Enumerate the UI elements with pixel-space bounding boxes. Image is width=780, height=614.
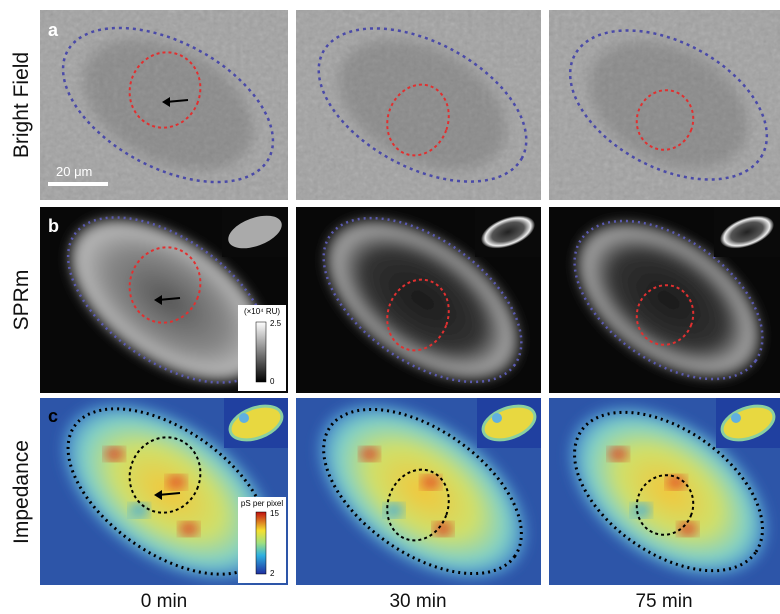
- image-panel: [546, 189, 780, 411]
- panel-letter: c: [48, 406, 58, 426]
- row-label: Impedance: [10, 440, 33, 544]
- shape: [179, 522, 199, 536]
- shape: [731, 413, 741, 423]
- column-label: 0 min: [141, 591, 187, 612]
- image-panel: [538, 372, 780, 611]
- figure: Bright Field SPRm Impedance a b c 20 μm (×10⁴ …: [0, 0, 780, 614]
- image-panel: [294, 0, 552, 213]
- shape: [421, 475, 441, 489]
- image-panel: [295, 185, 550, 415]
- colorbar-unit: pS per pixel: [241, 499, 283, 508]
- shape: [104, 447, 124, 461]
- shape: [608, 447, 628, 461]
- scale-bar-label: 20 μm: [56, 164, 92, 179]
- image-panel: [287, 368, 559, 614]
- colorbar-max: 2.5: [270, 319, 282, 328]
- sprm-colorbar: (×10⁴ RU) 2.5 0: [238, 305, 286, 391]
- shape: [492, 413, 502, 423]
- image-panel: [38, 0, 298, 214]
- column-label: 75 min: [635, 591, 692, 612]
- row-label: SPRm: [10, 270, 33, 331]
- shape: [433, 522, 453, 536]
- column-label: 30 min: [389, 591, 446, 612]
- shape: [631, 503, 651, 517]
- panel-letter: a: [48, 20, 59, 40]
- shape: [166, 475, 186, 489]
- colorbar-min: 2: [270, 569, 275, 578]
- colorbar-min: 0: [270, 377, 275, 386]
- image-panel: [545, 0, 780, 210]
- colorbar-unit: (×10⁴ RU): [244, 307, 280, 316]
- shape: [129, 503, 149, 517]
- shape: [360, 447, 380, 461]
- row-label: Bright Field: [10, 52, 33, 158]
- panel-letter: b: [48, 216, 59, 236]
- scale-bar: [48, 182, 108, 186]
- impedance-colorbar: pS per pixel 15 2: [238, 497, 286, 583]
- shape: [239, 413, 249, 423]
- colorbar-max: 15: [270, 509, 279, 518]
